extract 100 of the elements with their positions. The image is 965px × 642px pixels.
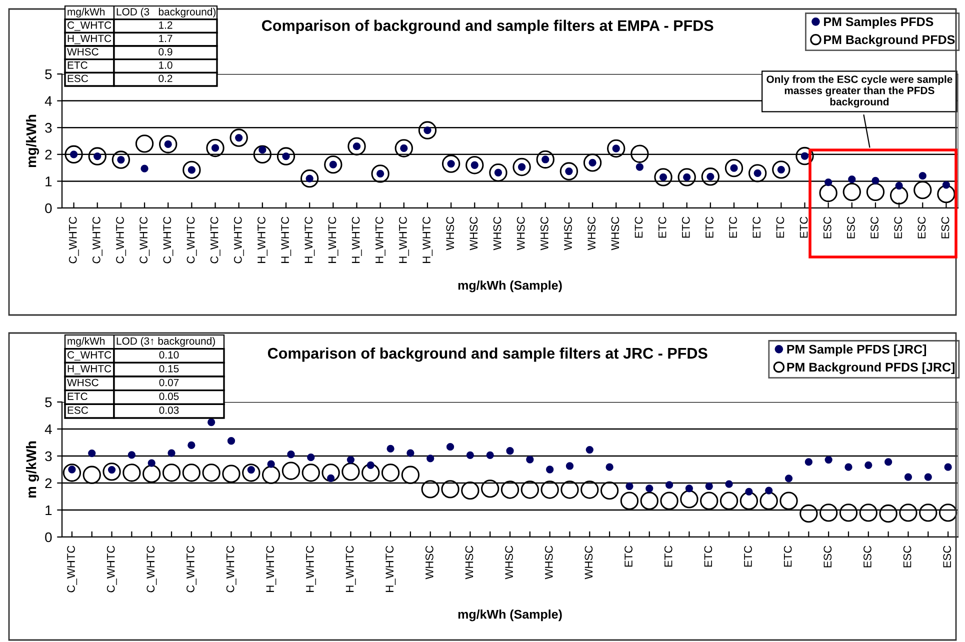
point — [276, 147, 296, 166]
point — [630, 144, 649, 163]
point — [872, 176, 880, 184]
point — [227, 437, 236, 445]
x-tick-label: H_WHTC — [328, 216, 338, 263]
x-tick-label: ETC — [664, 546, 672, 567]
x-tick-label: ETC — [744, 546, 752, 567]
point — [566, 462, 574, 470]
y-axis-title: m g/kWh — [26, 441, 39, 498]
x-tick-label: C_WHTC — [234, 216, 244, 264]
x-tick-label: WHSC — [425, 546, 434, 580]
point — [765, 486, 773, 494]
x-tick-label: C_WHTC — [106, 546, 117, 592]
point — [466, 156, 484, 174]
point — [725, 480, 733, 488]
point — [938, 504, 958, 522]
y-tick-label: 2 — [45, 150, 52, 160]
x-tick-label: C_WHTC — [92, 216, 102, 264]
point — [258, 146, 266, 154]
y-tick-label: 4 — [44, 424, 52, 434]
point — [844, 463, 852, 471]
text: C_WHTC — [68, 21, 112, 31]
point — [142, 464, 161, 483]
x-tick-label: H_WHTC — [281, 216, 292, 263]
point — [342, 462, 360, 481]
point — [879, 504, 898, 523]
point — [678, 168, 696, 186]
point — [824, 456, 832, 464]
point — [924, 473, 932, 481]
point — [371, 164, 390, 183]
x-tick-label: ETC — [704, 546, 712, 567]
legend-label: PM Sample PFDS [JRC] — [787, 344, 926, 356]
x-tick-label: C_WHTC — [68, 216, 79, 264]
point — [461, 481, 480, 500]
text: 1.7 — [159, 34, 172, 42]
point — [859, 504, 878, 522]
y-tick-label: 2 — [45, 478, 52, 488]
x-tick-label: ETC — [706, 216, 714, 238]
legend-label: PM Samples PFDS — [824, 17, 934, 29]
x-tick-label: WHSC — [493, 216, 502, 250]
annotation: 0.2 — [158, 74, 172, 82]
point — [819, 504, 838, 522]
x-tick-label: H_WHTC — [346, 546, 356, 592]
point — [401, 466, 420, 484]
x-tick-label: WHSC — [516, 216, 525, 250]
point — [685, 484, 694, 492]
point — [937, 184, 956, 204]
text: H_WHTC — [68, 365, 112, 374]
point — [418, 121, 437, 140]
point — [864, 461, 872, 469]
point — [772, 160, 790, 179]
y-tick-label: 3 — [45, 451, 52, 462]
text: 1.0 — [159, 61, 172, 69]
x-tick-label: H_WHTC — [422, 216, 433, 263]
point — [607, 139, 626, 158]
point — [182, 464, 201, 482]
legend-label: PM Background PFDS — [824, 34, 955, 47]
text: H_WHTC — [68, 34, 112, 44]
point — [800, 504, 818, 523]
point — [540, 480, 559, 499]
x-tick-label: H_WHTC — [375, 216, 386, 263]
point — [222, 464, 240, 483]
point — [760, 492, 778, 510]
point — [848, 176, 856, 184]
point — [606, 463, 614, 471]
point — [206, 138, 224, 158]
x-tick-label: WHSC — [584, 546, 593, 580]
text: 0.10 — [159, 351, 179, 359]
point — [890, 186, 908, 204]
point — [842, 182, 861, 202]
x-tick-label: ETC — [776, 216, 784, 238]
text: 0.9 — [158, 48, 172, 56]
point — [780, 492, 798, 510]
annotation: ESC — [68, 406, 88, 414]
point — [796, 146, 814, 166]
x-tick-label: H_WHTC — [352, 216, 362, 263]
point — [159, 135, 178, 154]
point — [486, 451, 494, 460]
point — [636, 163, 644, 171]
point — [362, 464, 380, 482]
point — [942, 181, 950, 189]
point — [640, 492, 658, 510]
point — [866, 182, 885, 202]
point — [253, 145, 272, 164]
point — [188, 441, 196, 450]
point — [819, 184, 838, 202]
point — [626, 482, 634, 490]
text: C_WHTC — [68, 351, 112, 361]
point — [282, 462, 300, 480]
x-tick-label: WHSC — [465, 546, 474, 580]
y-axis-title: mg/kWh — [26, 114, 39, 168]
x-tick-label: H_WHTC — [306, 546, 316, 592]
point — [824, 178, 832, 186]
point — [302, 464, 320, 482]
annotation: Only from the ESC cycle were sample masses greater than the PFDS background — [766, 75, 952, 108]
x-tick-label: ESC — [847, 216, 855, 238]
point — [128, 451, 136, 459]
point — [748, 164, 767, 182]
text: 0.15 — [159, 365, 179, 372]
point — [324, 155, 342, 174]
